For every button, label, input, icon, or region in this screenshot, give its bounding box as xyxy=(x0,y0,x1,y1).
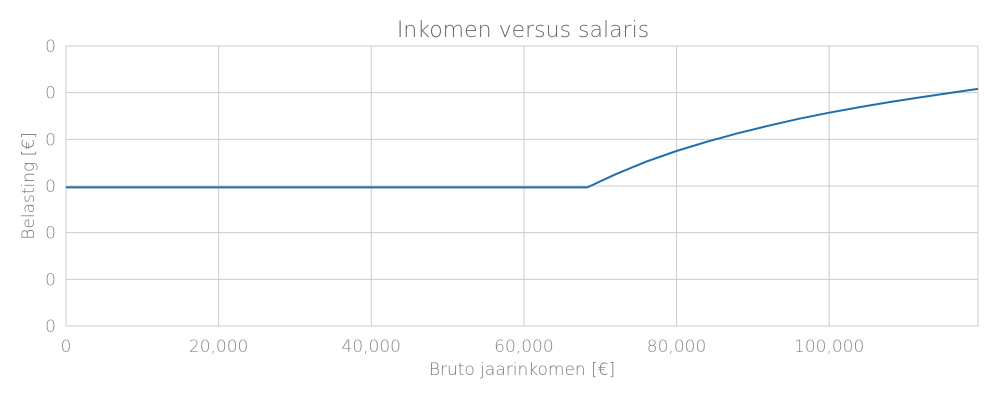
x-tick-label: 100,000 xyxy=(794,337,864,357)
y-axis-label: Belasting [€] xyxy=(19,132,39,239)
series-line xyxy=(66,87,979,189)
y-tick-label: 0 xyxy=(45,224,56,244)
x-tick-label: 20,000 xyxy=(189,337,248,357)
y-tick-label: 0 xyxy=(45,130,56,150)
series-layer xyxy=(66,87,979,189)
x-tick-label: 60,000 xyxy=(494,337,553,357)
gridlines xyxy=(65,45,979,327)
chart-title: Inkomen versus salaris xyxy=(397,18,649,43)
y-tick-label: 0 xyxy=(45,84,56,104)
y-tick-label: 0 xyxy=(45,270,56,290)
y-tick-label: 0 xyxy=(45,37,56,57)
y-tick-labels: 0 0 0 0 0 0 0 xyxy=(45,37,56,337)
x-tick-label: 40,000 xyxy=(342,337,401,357)
y-tick-label: 0 xyxy=(45,317,56,337)
y-tick-label: 0 xyxy=(45,177,56,197)
x-axis-label: Bruto jaarinkomen [€] xyxy=(429,360,615,380)
x-tick-labels: 0 20,000 40,000 60,000 80,000 100,000 xyxy=(61,337,865,357)
x-tick-label: 80,000 xyxy=(647,337,706,357)
x-tick-label: 0 xyxy=(61,337,72,357)
